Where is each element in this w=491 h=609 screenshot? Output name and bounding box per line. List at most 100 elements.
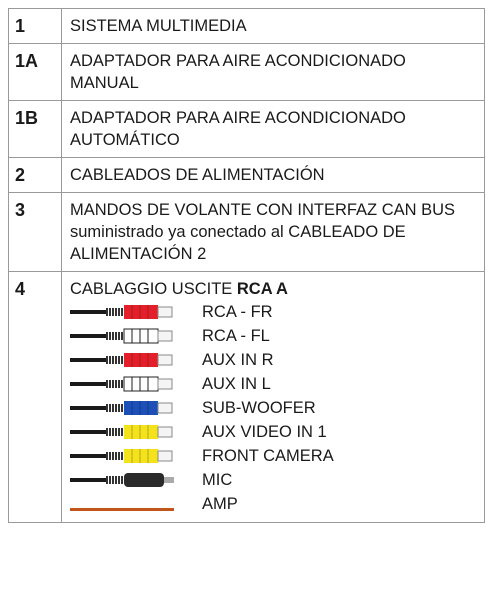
cable-icon (70, 376, 173, 392)
plug-tip (157, 306, 173, 318)
sleeve-rib (106, 428, 108, 436)
item-description: CABLAGGIO USCITE RCA A RCA - FR RCA - FL AU… (61, 271, 485, 523)
description-line: suministrado ya conectado al CABLEADO DE… (70, 221, 476, 265)
description-line: ADAPTADOR PARA AIRE ACONDICIONADO AUTOMÁ… (70, 107, 476, 151)
sleeve-rib (106, 452, 108, 460)
item-description: ADAPTADOR PARA AIRE ACONDICIONADO AUTOMÁ… (61, 100, 485, 158)
description-text: SISTEMA MULTIMEDIA (70, 17, 247, 35)
sleeve-rib (121, 332, 123, 340)
sleeve-rib (118, 332, 120, 340)
sleeve-rib (109, 428, 111, 436)
sleeve-rib (106, 380, 108, 388)
item-description: SISTEMA MULTIMEDIA (61, 8, 485, 44)
sleeve-rib (106, 308, 108, 316)
plug-body (123, 328, 159, 344)
cable-label: FRONT CAMERA (202, 447, 334, 465)
cable-icon (70, 328, 173, 344)
wire (70, 508, 174, 511)
description-text: CABLAGGIO USCITE (70, 280, 233, 298)
sleeve-rib (115, 332, 117, 340)
cable-label: AUX IN R (202, 351, 274, 369)
cable-label: AUX VIDEO IN 1 (202, 423, 327, 441)
table-row: 1B ADAPTADOR PARA AIRE ACONDICIONADO AUTO… (8, 100, 485, 158)
plug-tip (164, 477, 174, 483)
description-line: MANDOS DE VOLANTE CON INTERFAZ CAN BUS (70, 199, 476, 221)
plug-body (124, 305, 158, 319)
legend-table: 1 SISTEMA MULTIMEDIA 1A ADAPTADOR PARA AIRE… (8, 8, 485, 523)
plug-body (124, 473, 164, 487)
sleeve-rib (118, 428, 120, 436)
cable-row: MIC (68, 468, 476, 492)
item-description: CABLEADOS DE ALIMENTACIÓN (61, 157, 485, 193)
plug-tip (157, 354, 173, 366)
cable-icon (70, 425, 173, 439)
sleeve-rib (118, 356, 120, 364)
sleeve-rib (115, 308, 117, 316)
table-row: 1 SISTEMA MULTIMEDIA (8, 8, 485, 44)
sleeve-rib (118, 452, 120, 460)
sleeve-rib (109, 308, 111, 316)
cable-icon (70, 449, 173, 463)
sleeve-rib (106, 356, 108, 364)
plug-tip (157, 378, 173, 390)
sleeve-rib (106, 476, 108, 484)
sleeve-rib (118, 308, 120, 316)
sleeve-rib (109, 356, 111, 364)
sleeve-rib (112, 476, 114, 484)
wire (70, 382, 106, 386)
description-bold: RCA A (236, 280, 288, 298)
sleeve-rib (109, 380, 111, 388)
cable-row: RCA - FL (68, 324, 476, 348)
table-row: 1A ADAPTADOR PARA AIRE ACONDICIONADO MANU… (8, 43, 485, 101)
description-text: CABLEADOS DE ALIMENTACIÓN (70, 166, 325, 184)
wire (70, 334, 106, 338)
description-line: SISTEMA MULTIMEDIA (70, 15, 476, 37)
description-text: MANDOS DE VOLANTE CON INTERFAZ CAN BUS (70, 201, 456, 219)
wire (70, 478, 106, 482)
sleeve-rib (106, 332, 108, 340)
item-number: 2 (8, 157, 62, 193)
cable-row: SUB-WOOFER (68, 396, 476, 420)
sleeve-rib (106, 404, 108, 412)
sleeve-rib (121, 428, 123, 436)
plug-tip (157, 450, 173, 462)
cable-label: MIC (202, 471, 233, 489)
description-line: CABLEADOS DE ALIMENTACIÓN (70, 164, 476, 186)
sleeve-rib (121, 476, 123, 484)
sleeve-rib (109, 476, 111, 484)
sleeve-rib (115, 380, 117, 388)
item-number: 1B (8, 100, 62, 158)
sleeve-rib (109, 404, 111, 412)
sleeve-rib (118, 476, 120, 484)
plug-body (123, 376, 159, 392)
item-description: MANDOS DE VOLANTE CON INTERFAZ CAN BUS su… (61, 192, 485, 272)
sleeve-rib (115, 452, 117, 460)
cable-row: FRONT CAMERA (68, 444, 476, 468)
description-line: CABLAGGIO USCITE RCA A (70, 278, 476, 300)
table-row: 2 CABLEADOS DE ALIMENTACIÓN (8, 157, 485, 193)
sleeve-rib (121, 308, 123, 316)
sleeve-rib (112, 428, 114, 436)
sleeve-rib (121, 356, 123, 364)
sleeve-rib (115, 404, 117, 412)
cable-row: RCA - FR (68, 300, 476, 324)
sleeve-rib (112, 356, 114, 364)
table-row: 4 CABLAGGIO USCITE RCA A RCA - FR RCA - FL A… (8, 271, 485, 523)
wire (70, 358, 106, 362)
item-number: 1 (8, 8, 62, 44)
plug-body (124, 449, 158, 463)
description-text: suministrado ya conectado al CABLEADO DE… (70, 223, 406, 263)
description-line: ADAPTADOR PARA AIRE ACONDICIONADO MANUAL (70, 50, 476, 94)
cable-label: AUX IN L (202, 375, 271, 393)
item-description: ADAPTADOR PARA AIRE ACONDICIONADO MANUAL (61, 43, 485, 101)
wire (70, 406, 106, 410)
sleeve-rib (109, 332, 111, 340)
cable-icon (70, 401, 173, 415)
wire (70, 430, 106, 434)
sleeve-rib (112, 452, 114, 460)
sleeve-rib (118, 404, 120, 412)
plug-tip (157, 402, 173, 414)
sleeve-rib (112, 308, 114, 316)
sleeve-rib (121, 380, 123, 388)
